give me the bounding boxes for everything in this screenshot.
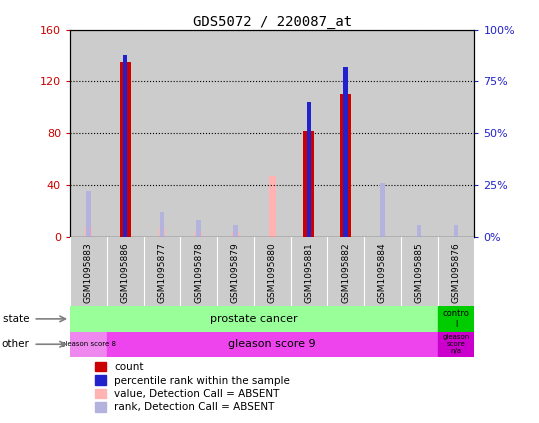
Text: gleason
score
n/a: gleason score n/a	[443, 334, 469, 354]
Title: GDS5072 / 220087_at: GDS5072 / 220087_at	[192, 14, 352, 29]
Bar	[380, 183, 385, 237]
Bar	[232, 232, 239, 237]
Bar	[86, 192, 91, 237]
Legend: count, percentile rank within the sample, value, Detection Call = ABSENT, rank, : count, percentile rank within the sample…	[95, 362, 290, 412]
Text: contro
l: contro l	[443, 309, 469, 329]
Bar	[340, 94, 351, 237]
Text: GSM1095885: GSM1095885	[414, 242, 424, 303]
Bar	[70, 332, 107, 357]
Bar	[291, 30, 327, 237]
Bar	[417, 225, 421, 237]
Bar	[254, 30, 291, 237]
Text: gleason score 8: gleason score 8	[61, 341, 116, 347]
Bar	[343, 67, 348, 237]
Bar	[438, 306, 474, 332]
Text: other: other	[2, 339, 30, 349]
Bar	[85, 227, 92, 237]
Bar	[307, 102, 311, 237]
Bar	[196, 231, 202, 237]
Bar	[303, 131, 314, 237]
Text: disease state: disease state	[0, 314, 30, 324]
Bar	[197, 220, 201, 237]
Bar	[364, 30, 401, 237]
Bar	[107, 30, 143, 237]
Bar	[143, 30, 181, 237]
Bar	[158, 228, 165, 237]
Text: GSM1095878: GSM1095878	[194, 242, 203, 303]
Text: GSM1095880: GSM1095880	[268, 242, 277, 303]
Bar	[438, 332, 474, 357]
Text: GSM1095881: GSM1095881	[305, 242, 314, 303]
Bar	[327, 30, 364, 237]
Text: prostate cancer: prostate cancer	[210, 314, 298, 324]
Bar	[438, 30, 474, 237]
Text: GSM1095876: GSM1095876	[452, 242, 460, 303]
Bar	[217, 30, 254, 237]
Bar	[269, 176, 275, 237]
Text: gleason score 9: gleason score 9	[229, 339, 316, 349]
Text: GSM1095886: GSM1095886	[121, 242, 130, 303]
Bar	[181, 30, 217, 237]
Text: GSM1095883: GSM1095883	[84, 242, 93, 303]
Text: GSM1095877: GSM1095877	[157, 242, 167, 303]
Text: GSM1095882: GSM1095882	[341, 242, 350, 303]
Text: GSM1095879: GSM1095879	[231, 242, 240, 303]
Bar	[120, 62, 131, 237]
Text: GSM1095884: GSM1095884	[378, 242, 387, 303]
Bar	[70, 30, 107, 237]
Bar	[160, 212, 164, 237]
Bar	[233, 225, 238, 237]
Bar	[123, 55, 127, 237]
Bar	[107, 332, 438, 357]
Bar	[401, 30, 438, 237]
Bar	[342, 211, 349, 237]
Bar	[454, 225, 458, 237]
